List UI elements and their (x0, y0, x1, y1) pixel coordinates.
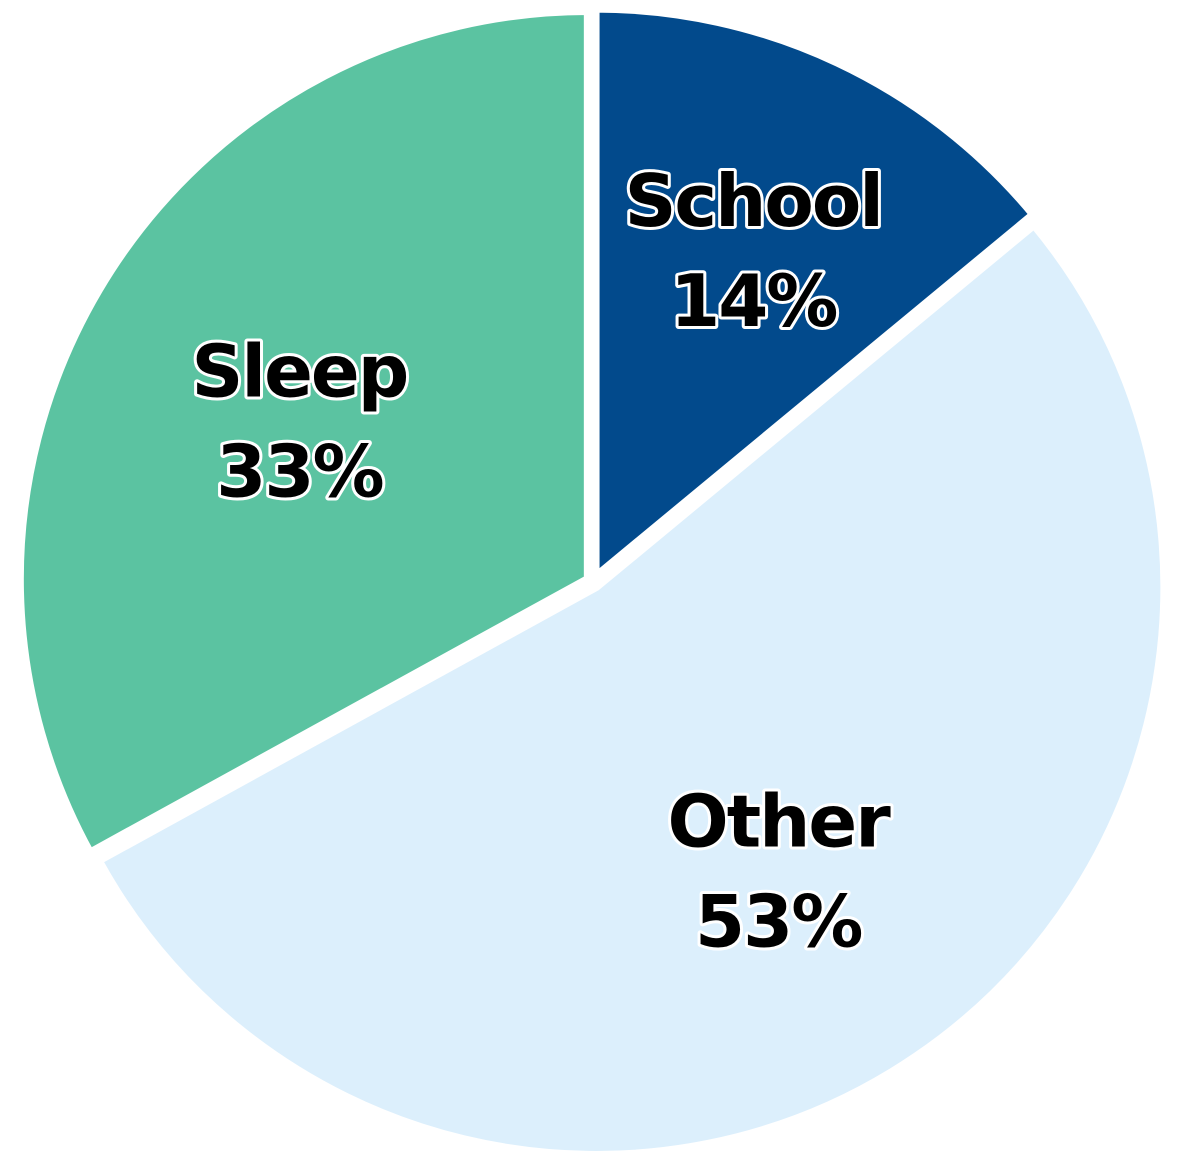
slice-value-school: 14% (670, 259, 836, 343)
pie-slice-other (93, 219, 1169, 1159)
slice-label-sleep: Sleep (192, 329, 408, 413)
slice-label-school: School (625, 159, 882, 243)
pie-labels: School 14% Other 53% Sleep 33% (189, 156, 897, 967)
slice-label-other: Other (668, 779, 892, 863)
slice-value-sleep: 33% (216, 429, 382, 513)
pie-slice-school (591, 4, 1039, 586)
slice-value-other: 53% (695, 879, 861, 963)
pie-slices (15, 4, 1169, 1159)
pie-slice-sleep (15, 6, 592, 859)
